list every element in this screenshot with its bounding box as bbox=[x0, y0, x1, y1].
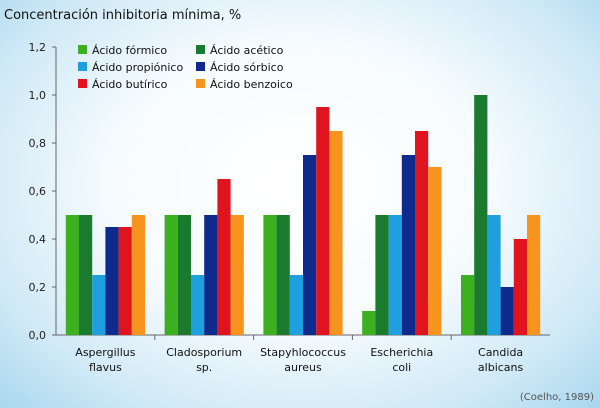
bar bbox=[276, 215, 290, 335]
chart-title: Concentración inhibitoria mínima, % bbox=[4, 8, 241, 23]
y-tick-label: 0,0 bbox=[29, 329, 47, 342]
bar bbox=[204, 215, 218, 335]
bar bbox=[191, 275, 205, 335]
category-label: coli bbox=[392, 361, 411, 374]
source-note: (Coelho, 1989) bbox=[520, 392, 594, 403]
legend-label: Ácido fórmico bbox=[92, 44, 167, 57]
legend: Ácido fórmico Ácido acético Ácido propióni… bbox=[78, 44, 293, 91]
bar bbox=[131, 215, 145, 335]
bar bbox=[329, 131, 343, 335]
bar bbox=[92, 275, 106, 335]
legend-label: Ácido propiónico bbox=[92, 61, 183, 74]
bar bbox=[461, 275, 475, 335]
legend-swatch bbox=[196, 62, 205, 71]
axes: 0,0 0,2 0,4 0,6 0,8 1,0 1,2 Aspergillus flavus Cl… bbox=[29, 41, 550, 374]
legend-swatch bbox=[196, 79, 205, 88]
bar bbox=[513, 239, 527, 335]
bar bbox=[375, 215, 389, 335]
legend-label: Ácido acético bbox=[210, 44, 284, 57]
legend-swatch bbox=[78, 79, 87, 88]
legend-swatch bbox=[196, 45, 205, 54]
bar bbox=[500, 287, 514, 335]
category-label: Cladosporium bbox=[166, 346, 242, 359]
bar bbox=[289, 275, 303, 335]
bar bbox=[79, 215, 93, 335]
bar bbox=[362, 311, 376, 335]
category-label: Aspergillus bbox=[75, 346, 135, 359]
category-label: flavus bbox=[89, 361, 122, 374]
category-label: aureus bbox=[284, 361, 322, 374]
bar bbox=[388, 215, 402, 335]
y-tick-label: 0,6 bbox=[29, 185, 47, 198]
category-label: albicans bbox=[478, 361, 524, 374]
bar bbox=[303, 155, 317, 335]
bar bbox=[177, 215, 191, 335]
category-label: Candida bbox=[478, 346, 523, 359]
bar bbox=[217, 179, 231, 335]
legend-swatch bbox=[78, 45, 87, 54]
bar bbox=[474, 95, 488, 335]
y-tick-label: 0,8 bbox=[29, 137, 47, 150]
bar bbox=[401, 155, 415, 335]
y-tick-label: 1,0 bbox=[29, 89, 47, 102]
bar bbox=[263, 215, 277, 335]
bar bbox=[415, 131, 429, 335]
legend-label: Ácido sórbico bbox=[210, 61, 284, 74]
bar bbox=[105, 227, 119, 335]
y-tick-label: 0,4 bbox=[29, 233, 47, 246]
bar bbox=[118, 227, 132, 335]
bar bbox=[164, 215, 178, 335]
bar bbox=[527, 215, 541, 335]
y-tick-label: 1,2 bbox=[29, 41, 47, 54]
category-label: sp. bbox=[196, 361, 212, 374]
bars bbox=[65, 95, 541, 335]
bar bbox=[65, 215, 79, 335]
category-label: Stapyhlococcus bbox=[260, 346, 346, 359]
bar bbox=[428, 167, 442, 335]
legend-label: Ácido benzoico bbox=[210, 78, 293, 91]
legend-label: Ácido butírico bbox=[92, 78, 168, 91]
legend-swatch bbox=[78, 62, 87, 71]
bar bbox=[230, 215, 244, 335]
bar bbox=[487, 215, 501, 335]
category-label: Escherichia bbox=[370, 346, 433, 359]
y-tick-label: 0,2 bbox=[29, 281, 47, 294]
bar bbox=[316, 107, 330, 335]
